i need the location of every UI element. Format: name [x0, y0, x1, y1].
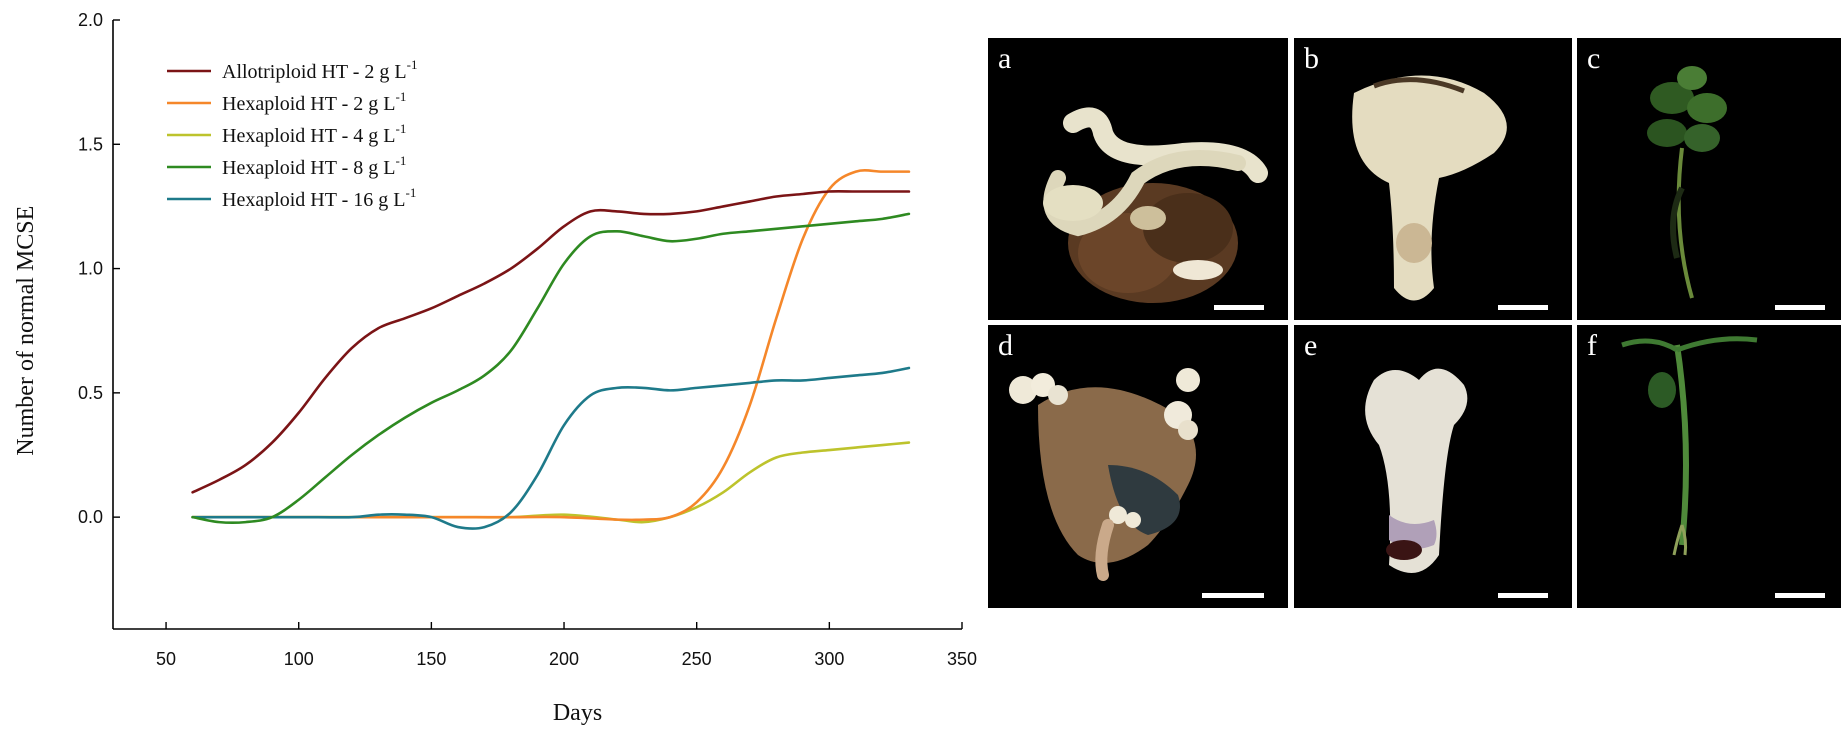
series-line-5	[191, 366, 911, 530]
specimen-photo-e	[1365, 368, 1468, 573]
photo-panel-d: d	[988, 325, 1288, 608]
legend-label-superscript: -1	[396, 89, 407, 104]
y-tick-label: 2.0	[78, 10, 103, 30]
photo-panel-a: a	[988, 38, 1288, 320]
legend-label: Hexaploid HT - 8 g L-1	[222, 153, 406, 179]
x-axis-title: Days	[553, 700, 602, 726]
legend-label: Allotriploid HT - 2 g L-1	[222, 57, 417, 83]
chart-axes: 0.0 0.5 1.0 1.5 2.0 50 100 150 200 250 300 350	[78, 10, 977, 669]
x-tick-label: 350	[947, 649, 977, 669]
photo-panel-e: e	[1294, 325, 1572, 608]
legend-label: Hexaploid HT - 4 g L-1	[222, 121, 406, 147]
y-tick-label: 1.0	[78, 259, 103, 279]
specimen-photo-f	[1621, 336, 1758, 556]
panel-letter: b	[1304, 42, 1319, 75]
scale-bar	[1498, 593, 1548, 598]
scale-bar	[1775, 593, 1825, 598]
photo-panel-f: f	[1577, 325, 1841, 608]
legend-label-superscript: -1	[406, 185, 417, 200]
panel-letter: d	[998, 329, 1013, 362]
x-tick-label: 250	[682, 649, 712, 669]
y-tick-label: 1.5	[78, 134, 103, 154]
legend-label: Hexaploid HT - 16 g L-1	[222, 185, 416, 211]
photo-panel-grid: a b c d e f	[988, 38, 1841, 608]
chart-svg: 0.0 0.5 1.0 1.5 2.0 50 100 150 200 250 300 350 Allo…	[13, 10, 977, 726]
panel-letter: f	[1587, 329, 1597, 362]
specimen-photo-c	[1647, 66, 1727, 299]
y-tick-label: 0.0	[78, 507, 103, 527]
x-tick-label: 300	[814, 649, 844, 669]
scale-bar	[1775, 305, 1825, 310]
specimen-photo-a	[1043, 107, 1268, 303]
scale-bar	[1202, 593, 1264, 598]
line-chart: 0.0 0.5 1.0 1.5 2.0 50 100 150 200 250 300 350 Allo…	[13, 10, 977, 726]
scale-bar	[1498, 305, 1548, 310]
x-tick-label: 100	[284, 649, 314, 669]
photo-panel-c: c	[1577, 38, 1841, 320]
x-tick-label: 200	[549, 649, 579, 669]
series-line-3	[191, 441, 911, 524]
panel-letter: c	[1587, 42, 1601, 75]
x-tick-label: 50	[156, 649, 176, 669]
y-axis-title: Number of normal MCSE	[13, 206, 39, 456]
specimen-photo-d	[1009, 368, 1200, 581]
series-line-2	[191, 169, 911, 522]
series-layer	[191, 169, 911, 530]
chart-legend: Allotriploid HT - 2 g L-1 Hexaploid HT - …	[167, 57, 417, 211]
legend-label-superscript: -1	[396, 153, 407, 168]
series-line-1	[191, 190, 911, 494]
scale-bar	[1214, 305, 1264, 310]
x-tick-label: 150	[416, 649, 446, 669]
legend-label-superscript: -1	[407, 57, 418, 72]
y-tick-label: 0.5	[78, 383, 103, 403]
series-line-4	[191, 212, 911, 525]
photo-panel-b: b	[1294, 38, 1572, 320]
panel-letter: a	[998, 42, 1012, 75]
legend-label: Hexaploid HT - 2 g L-1	[222, 89, 406, 115]
legend-label-superscript: -1	[396, 121, 407, 136]
specimen-photo-b	[1352, 75, 1507, 301]
panel-letter: e	[1304, 329, 1318, 362]
